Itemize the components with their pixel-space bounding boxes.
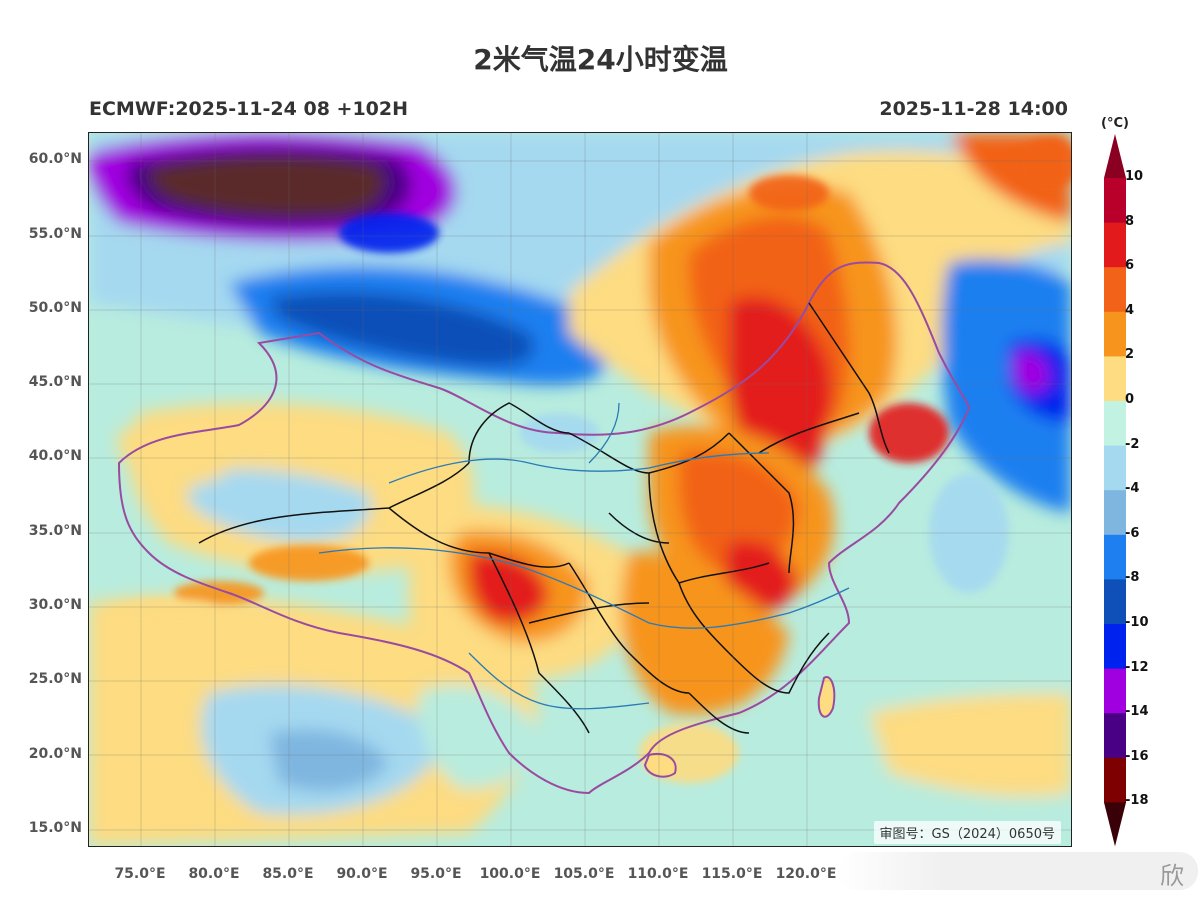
lat-label: 35.0°N (28, 523, 82, 539)
colorbar-tick-label: -14 (1125, 704, 1149, 720)
lat-label: 55.0°N (28, 226, 82, 242)
colorbar-segment (1104, 356, 1126, 402)
valid-time-label: 2025-11-28 14:00 (879, 98, 1068, 120)
lon-label: 115.0°E (701, 866, 763, 882)
colorbar-tick-label: -8 (1125, 570, 1140, 586)
colorbar-segment (1104, 401, 1126, 447)
lat-label: 25.0°N (28, 671, 82, 687)
chart-title: 2米气温24小时变温 (473, 43, 728, 76)
colorbar-segment (1104, 267, 1126, 313)
lat-label: 15.0°N (28, 820, 82, 836)
lat-label: 40.0°N (28, 448, 82, 464)
colorbar-unit: (°C) (1101, 116, 1129, 131)
colorbar-segment (1104, 713, 1126, 759)
lon-label: 110.0°E (627, 866, 689, 882)
lat-label: 30.0°N (28, 597, 82, 613)
colorbar-tick-label: -6 (1125, 525, 1140, 541)
lat-label: 45.0°N (28, 374, 82, 390)
colorbar (1104, 134, 1126, 847)
colorbar-tick-label: 4 (1125, 302, 1135, 318)
colorbar-tick-label: -12 (1125, 659, 1149, 675)
colorbar-tick-label: -2 (1125, 436, 1140, 452)
colorbar-tick-label: 6 (1125, 258, 1135, 274)
lon-label: 90.0°E (336, 866, 388, 882)
lon-label: 95.0°E (410, 866, 462, 882)
model-run-label: ECMWF:2025-11-24 08 +102H (89, 98, 409, 120)
lat-label: 60.0°N (28, 151, 82, 167)
colorbar-tick-label: 2 (1125, 347, 1135, 363)
watermark: 欣 (838, 852, 1198, 890)
watermark-text: 欣 (1160, 862, 1184, 890)
colorbar-segment (1104, 668, 1126, 714)
colorbar-tick-label: 8 (1125, 213, 1135, 229)
colorbar-segment (1104, 222, 1126, 268)
colorbar-tick-label: 10 (1125, 169, 1144, 184)
colorbar-tick-label: -4 (1125, 481, 1140, 497)
map-approval-note: 审图号：GS（2024）0650号 (873, 821, 1061, 844)
colorbar-segment (1104, 757, 1126, 803)
lon-label: 120.0°E (775, 866, 837, 882)
colorbar-segment (1104, 490, 1126, 536)
map-graphic (89, 133, 1071, 846)
colorbar-top-cap (1104, 134, 1126, 178)
colorbar-bottom-cap (1104, 802, 1126, 847)
lon-label: 105.0°E (553, 866, 615, 882)
lon-label: 100.0°E (479, 866, 541, 882)
colorbar-tick-label: -18 (1125, 793, 1149, 809)
colorbar-segment (1104, 579, 1126, 625)
lon-label: 75.0°E (114, 866, 166, 882)
lat-label: 20.0°N (28, 746, 82, 762)
colorbar-segment (1104, 445, 1126, 491)
colorbar-segment (1104, 178, 1126, 224)
colorbar-tick-label: 0 (1125, 392, 1135, 407)
colorbar-segment (1104, 311, 1126, 357)
lon-label: 80.0°E (188, 866, 240, 882)
lon-label: 85.0°E (262, 866, 314, 882)
temperature-change-map: 审图号：GS（2024）0650号 (88, 132, 1072, 847)
lat-label: 50.0°N (28, 300, 82, 316)
colorbar-segment (1104, 624, 1126, 670)
colorbar-tick-label: -10 (1125, 615, 1149, 630)
colorbar-segment (1104, 534, 1126, 580)
colorbar-tick-label: -16 (1125, 748, 1149, 764)
